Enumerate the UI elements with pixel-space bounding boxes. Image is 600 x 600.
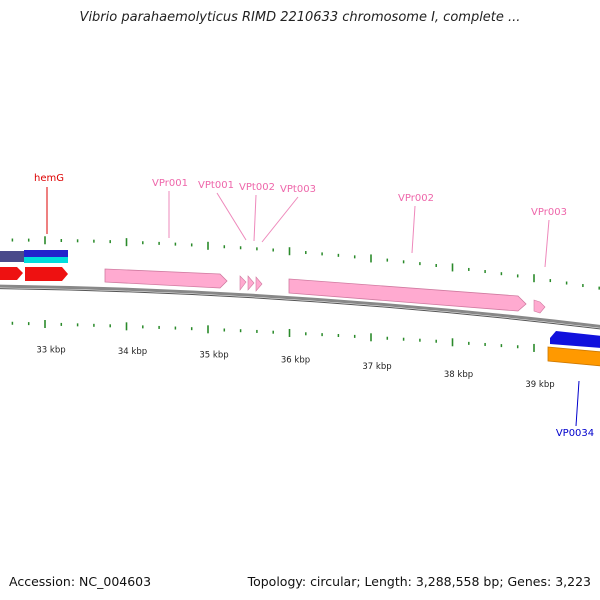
kbp-scale-labels: 33 kbp 34 kbp 35 kbp 36 kbp 37 kbp 38 kbp 39 k… (36, 345, 554, 390)
trna-feature-vpt001[interactable] (239, 275, 247, 291)
gene-feature-vp0034-blue[interactable] (550, 331, 600, 348)
scale-label-38kbp: 38 kbp (444, 370, 473, 380)
trna-feature-vpt002[interactable] (247, 275, 255, 291)
callout-line-VPt001 (216, 192, 247, 241)
genes-label: Genes: (507, 574, 552, 589)
accession-label: Accession: (9, 574, 76, 589)
gene-feature-navy[interactable] (0, 251, 24, 262)
callout-line-VPr003 (544, 219, 550, 268)
length-label: Length: (364, 574, 412, 589)
footer-accession: Accession: NC_004603 (9, 574, 151, 589)
page-title: Vibrio parahaemolyticus RIMD 2210633 chr… (79, 10, 521, 25)
accession-value: NC_004603 (79, 574, 152, 589)
gene-label-VPr003[interactable]: VPr003 (531, 207, 567, 218)
chromosome-backbone (0, 284, 600, 328)
gene-features (0, 250, 600, 367)
rna-feature-vpr001[interactable] (104, 268, 228, 289)
callout-line-VPt003 (261, 196, 299, 243)
gene-label-hemG[interactable]: hemG (34, 173, 64, 184)
gene-label-VP0034[interactable]: VP0034 (556, 428, 594, 439)
length-value: 3,288,558 bp (415, 574, 500, 589)
topology-value: circular (310, 574, 357, 589)
tick-marks (11, 236, 600, 355)
gene-label-VPt001[interactable]: VPt001 (198, 180, 234, 191)
gene-label-VPr001[interactable]: VPr001 (152, 178, 188, 189)
gene-label-VPr002[interactable]: VPr002 (398, 193, 434, 204)
scale-label-39kbp: 39 kbp (525, 380, 554, 390)
scale-label-33kbp: 33 kbp (36, 345, 65, 355)
rna-feature-vpr003[interactable] (533, 299, 546, 314)
gene-feature-red-1[interactable] (0, 267, 23, 280)
scale-label-34kbp: 34 kbp (118, 347, 147, 357)
scale-label-37kbp: 37 kbp (362, 362, 391, 372)
gene-feature-cyan[interactable] (24, 257, 68, 263)
footer-stats: Topology: circular; Length: 3,288,558 bp… (247, 574, 591, 589)
topology-label: Topology: (247, 574, 307, 589)
genes-value: 3,223 (555, 574, 591, 589)
chromosome-backbone-shadow (0, 288, 600, 330)
gene-feature-vp0034-orange[interactable] (547, 346, 600, 367)
scale-label-36kbp: 36 kbp (281, 355, 310, 365)
callout-line-VP0034 (575, 380, 580, 427)
rna-feature-vpr002[interactable] (288, 278, 527, 312)
gene-label-VPt002[interactable]: VPt002 (239, 182, 275, 193)
trna-feature-vpt003[interactable] (255, 276, 263, 292)
gene-callouts: hemG VPr001 VPt001 VPt002 VPt003 VPr002 … (34, 173, 594, 439)
gene-feature-blue[interactable] (24, 250, 68, 257)
gene-feature-red-2[interactable] (25, 267, 68, 281)
callout-line-VPt002 (253, 194, 257, 242)
scale-label-35kbp: 35 kbp (199, 350, 228, 360)
gene-label-VPt003[interactable]: VPt003 (280, 184, 316, 195)
callout-line-VPr002 (411, 205, 416, 254)
